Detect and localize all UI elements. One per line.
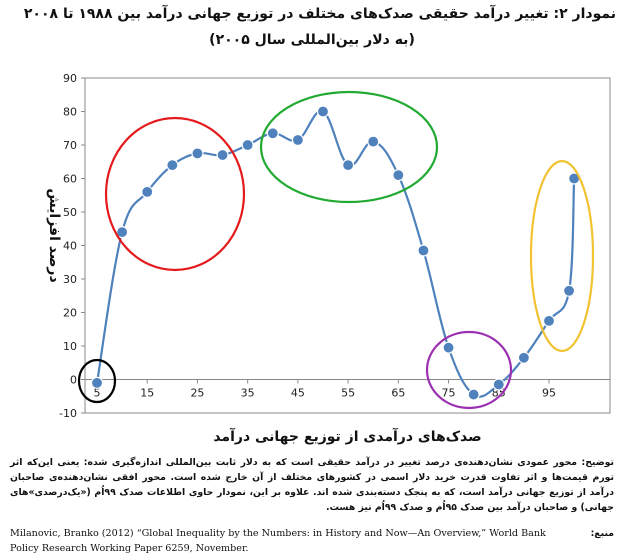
data-point (216, 148, 229, 162)
y-tick-label: 30 (63, 273, 77, 286)
chart-subtitle: (به دلار بین‌المللی سال ۲۰۰۵) (209, 32, 415, 48)
data-point (467, 388, 480, 401)
data-point (90, 376, 104, 389)
data-point (517, 351, 530, 364)
x-tick-label: 25 (190, 387, 204, 400)
x-tick-label: 15 (140, 387, 154, 400)
y-tick-label: 50 (63, 206, 77, 219)
data-point (316, 105, 330, 118)
x-tick-label: 85 (492, 387, 506, 400)
y-tick-label: 40 (63, 240, 77, 253)
y-tick-label: 90 (63, 72, 77, 85)
data-point (367, 135, 380, 148)
chart-svg: -10 0 10 20 30 40 50 60 70 80 90 5 15 25 35 45 55 65 75 85 9… (46, 72, 611, 445)
data-point (241, 138, 254, 152)
chart-title: نمودار ۲: تغییر درآمد حقیقی صدک‌های مختل… (23, 6, 616, 22)
data-point (417, 244, 430, 257)
data-point (442, 341, 455, 354)
y-tick-label: 80 (63, 106, 77, 119)
annotation-ellipse (104, 116, 246, 272)
data-point (191, 147, 204, 160)
data-point (141, 185, 154, 198)
data-point (291, 133, 304, 147)
x-tick-label: 5 (94, 387, 101, 400)
data-point (166, 159, 179, 172)
annotation-ellipse (77, 358, 117, 404)
y-tick-label: 70 (63, 139, 77, 152)
data-point (266, 127, 279, 140)
source-label: منبع: (590, 528, 614, 539)
x-tick-label: 45 (291, 387, 305, 400)
annotation-ellipse (529, 159, 595, 353)
x-tick-label: 75 (442, 387, 456, 400)
y-tick-label: 0 (70, 374, 77, 387)
data-point (116, 226, 129, 239)
annotation-ellipse (259, 90, 439, 204)
y-tick-label: 60 (63, 173, 77, 186)
y-axis-label: درصد افزایش (46, 188, 62, 282)
y-tick-label: -10 (59, 407, 77, 420)
data-point (342, 159, 355, 172)
source-block: منبع: Milanovic, Branko (2012) “Global I… (10, 526, 614, 556)
chart-note: توضیح: محور عمودی نشان‌دهنده‌ی درصد تغیی… (10, 457, 614, 513)
data-point (492, 378, 505, 391)
x-tick-label: 55 (341, 387, 355, 400)
data-point (542, 314, 556, 327)
data-point (392, 169, 405, 182)
annotation-ellipse (425, 330, 513, 410)
x-axis-label: صدک‌های درآمدی از توزیع جهانی درآمد (213, 427, 481, 445)
x-tick-label: 35 (241, 387, 255, 400)
y-tick-label: 10 (63, 340, 77, 353)
x-tick-label: 65 (391, 387, 405, 400)
data-point (562, 284, 576, 297)
series-line (95, 110, 576, 398)
x-tick-label: 95 (542, 387, 556, 400)
source-text: Milanovic, Branko (2012) “Global Inequal… (10, 528, 546, 554)
y-tick-label: 20 (63, 307, 77, 320)
